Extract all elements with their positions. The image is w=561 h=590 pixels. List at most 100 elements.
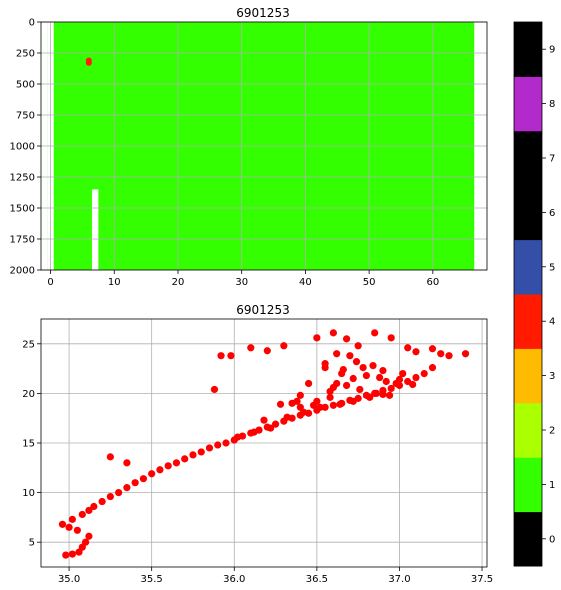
x-tick-label: 0 [47,277,53,288]
colorbar-cells [514,22,542,567]
scatter-point [181,455,189,463]
y-tick-label: 25 [22,339,35,350]
colorbar-cell [514,76,542,132]
scatter-point [85,506,93,515]
x-tick-label: 50 [363,277,376,288]
scatter-point [123,484,131,492]
y-tick-label: 5 [29,538,35,549]
scatter-point [461,350,470,358]
scatter-point [106,492,114,501]
scatter-point [445,352,453,360]
scatter-point [271,420,280,428]
scatter-point [336,400,344,408]
scatter-point [139,475,148,483]
scatter-point [58,520,67,528]
scatter-point [131,479,139,487]
bottom-title: 6901253 [236,303,289,317]
scatter-point [309,401,318,409]
scatter-point [329,329,337,337]
colorbar-tick-label: 1 [549,480,555,491]
colorbar-cell [514,511,542,567]
qc-flag-point [85,59,92,66]
scatter-point [420,369,428,378]
scatter-point [371,329,379,337]
scatter-point [349,397,357,405]
scatter-point [250,428,258,436]
scatter-point [376,373,384,382]
scatter-point [172,459,181,467]
y-tick-label: 0 [29,18,35,29]
x-tick-label: 35.5 [141,574,163,585]
scatter-point [395,375,404,384]
scatter-point [379,366,387,375]
scatter-point [349,374,357,383]
x-tick-label: 40 [299,277,312,288]
scatter-point [354,342,362,350]
x-tick-label: 37.5 [471,574,493,585]
scatter-point [352,358,361,366]
scatter-point [339,365,347,374]
bottom-panel: 6901253 35.0 35.5 36.0 36.5 37.0 37.5 5 10 15 20… [22,303,493,585]
colorbar-tick-label: 7 [549,154,555,165]
x-tick-label: 20 [172,277,185,288]
y-tick-label: 10 [22,488,35,499]
colorbar-tick-label: 0 [549,534,555,545]
colorbar-cell [514,22,542,77]
scatter-point [148,470,156,478]
scatter-point [313,334,321,342]
scatter-point [305,379,313,388]
colorbar-tick-label: 4 [549,317,555,328]
scatter-point [316,403,324,411]
y-tick-label: 20 [22,389,35,400]
scatter-point [260,416,268,424]
top-title: 6901253 [236,6,289,20]
scatter-point [98,497,106,506]
scatter-point [372,389,380,397]
colorbar-tick-label: 3 [549,371,555,382]
colorbar-cell [514,130,542,186]
scatter-point [342,335,351,343]
x-tick-label: 30 [235,277,248,288]
scatter-point [296,403,304,411]
scatter-point [359,364,367,372]
colorbar-tick-label: 9 [549,45,555,56]
scatter-point [156,466,164,474]
scatter-point [329,383,337,392]
bottom-grid [41,319,487,567]
scatter-point [227,352,235,360]
x-tick-label: 36.0 [223,574,245,585]
scatter-point [233,433,242,441]
scatter-point [222,439,230,447]
scatter-point [197,448,205,456]
scatter-point [412,373,420,382]
scatter-point [210,385,219,394]
scatter-point [387,334,395,342]
y-tick-label: 1500 [10,204,35,215]
scatter-point [85,532,93,540]
scatter-point [280,342,288,350]
scatter-point [276,400,285,408]
scatter-point [283,413,291,421]
colorbar-frame [513,21,543,567]
y-tick-label: 1000 [10,142,35,153]
scatter-point [214,441,222,449]
scatter-point [399,369,407,378]
y-tick-label: 500 [16,80,35,91]
bottom-y-ticks: 5 10 15 20 25 [22,339,41,549]
scatter-point [321,403,329,411]
colorbar-tick-label: 8 [549,99,555,110]
data-gap [91,189,99,270]
bottom-x-ticks: 35.0 35.5 36.0 36.5 37.0 37.5 [58,567,493,585]
scatter-point [205,444,214,452]
colorbar-cell [514,457,542,513]
scatter-point [123,459,131,467]
scatter-point [346,352,354,360]
scatter-point [263,347,271,355]
scatter-point [387,384,395,393]
colorbar-tick-label: 6 [549,208,555,219]
scatter-point [409,380,417,389]
scatter-point [362,371,371,380]
x-tick-label: 37.0 [388,574,410,585]
colorbar-tick-label: 2 [549,426,555,437]
